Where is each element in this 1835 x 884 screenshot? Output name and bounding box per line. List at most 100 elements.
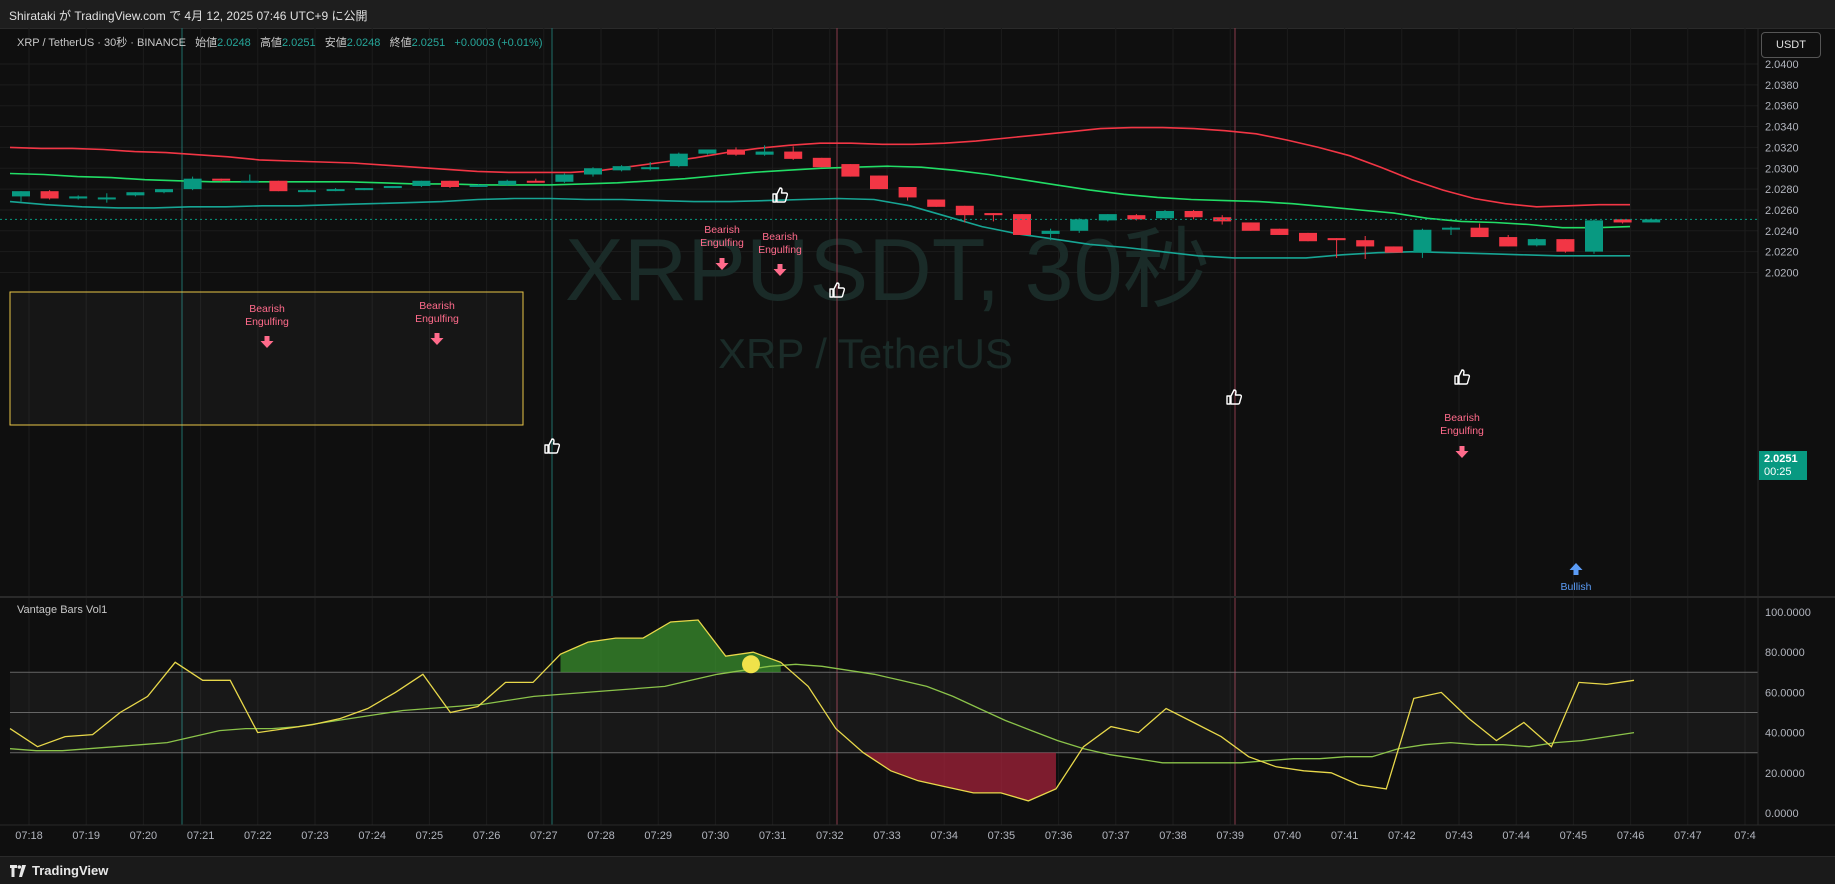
band-line (9, 126, 1630, 208)
price-tick-label: 2.0220 (1765, 247, 1799, 259)
candle-body (1098, 214, 1117, 221)
candle-body (870, 175, 888, 190)
price-chart[interactable]: XRPUSDT, 30秒 XRP / TetherUS BearishEngul… (0, 28, 1835, 855)
oscillator-slow-line (9, 663, 1635, 764)
change-value: +0.0003 (+0.01%) (454, 37, 543, 49)
price-tick-label: 2.0360 (1765, 101, 1799, 113)
candle-body (1356, 240, 1375, 247)
time-tick-label: 07:47 (1674, 830, 1702, 842)
candle-body (126, 192, 145, 196)
signal-markers: BearishEngulfingBearishEngulfingBearishE… (245, 187, 1592, 593)
candle-body (412, 180, 431, 186)
candle-body (240, 180, 259, 183)
currency-button[interactable]: USDT (1761, 32, 1821, 58)
candle-body (526, 180, 545, 183)
candle-body (669, 153, 688, 167)
watermark-description: XRP / TetherUS (718, 330, 1013, 377)
indicator-tick-label: 20.0000 (1765, 768, 1805, 780)
footer-bar: TradingView (0, 856, 1835, 884)
oversold-fill (863, 752, 1056, 801)
last-price: 2.0251 (1764, 453, 1798, 465)
time-axis[interactable]: 07:18 07:19 07:20 07:21 07:22 07:23 07:24 07:25… (0, 824, 1835, 842)
candle-body (183, 178, 202, 190)
indicator-axis[interactable]: 100.0000 80.0000 60.0000 40.0000 20.0000 0.00… (1765, 607, 1811, 820)
down-arrow-icon (773, 264, 787, 276)
high-label: 高値 (259, 37, 282, 49)
time-tick-label: 07:35 (988, 830, 1016, 842)
candle-body (641, 167, 660, 170)
symbol-name: XRP / TetherUS · 30秒 · BINANCE (17, 37, 186, 49)
candle-body (612, 166, 631, 171)
candle-body (40, 191, 59, 199)
candle-body (1241, 222, 1260, 231)
low-value: 2.0248 (346, 37, 381, 49)
time-tick-label: 07:18 (15, 830, 43, 842)
brand-name: TradingView (32, 863, 109, 878)
highlight-box (9, 291, 524, 426)
candle-body (1213, 217, 1232, 222)
close-label: 終値 (389, 37, 412, 49)
candle-body (1585, 220, 1603, 252)
time-tick-label: 07:33 (873, 830, 901, 842)
candle-body (955, 205, 974, 216)
thumbs-up-icon (1226, 389, 1243, 405)
candle-body (1499, 237, 1518, 247)
oscillator-pane (9, 619, 1758, 802)
price-tick-label: 2.0320 (1765, 142, 1799, 154)
time-tick-label: 07:38 (1159, 830, 1187, 842)
indicator-tick-label: 60.0000 (1765, 687, 1805, 699)
bearish-engulfing-label: Engulfing (700, 237, 744, 249)
band-line (9, 165, 1631, 229)
time-tick-label: 07:40 (1274, 830, 1302, 842)
time-tick-label: 07:19 (72, 830, 100, 842)
price-tick-label: 2.0380 (1765, 80, 1799, 92)
candle-body (1299, 232, 1317, 242)
candle-body (1613, 219, 1632, 223)
indicator-tick-label: 40.0000 (1765, 728, 1805, 740)
close-value: 2.0251 (411, 37, 446, 49)
candle-body (298, 190, 316, 193)
bearish-engulfing-label: Bearish (762, 231, 798, 243)
candle-body (1270, 228, 1289, 235)
candle-body (69, 196, 88, 199)
time-tick-label: 07:20 (130, 830, 158, 842)
time-tick-label: 07:34 (930, 830, 958, 842)
oscillator-fast-line (9, 619, 1635, 802)
candle-body (1184, 210, 1203, 218)
price-tick-label: 2.0280 (1765, 184, 1799, 196)
symbol-legend: XRP / TetherUS · 30秒 · BINANCE 始値2.0248 … (17, 34, 543, 50)
time-tick-label: 07:25 (416, 830, 444, 842)
price-tick-label: 2.0240 (1765, 226, 1799, 238)
candle-body (1070, 219, 1089, 231)
high-value: 2.0251 (281, 37, 316, 49)
time-tick-label: 07:24 (358, 830, 386, 842)
candle-body (1327, 238, 1346, 241)
bullish-engulfing-label: Bullish (1561, 581, 1592, 593)
time-tick-label: 07:36 (1045, 830, 1073, 842)
candle-body (155, 189, 173, 193)
grid-lines (0, 28, 1758, 825)
time-tick-label: 07:45 (1560, 830, 1588, 842)
candle-body (1556, 239, 1575, 252)
down-arrow-icon (260, 336, 274, 348)
session-lines (181, 28, 1236, 825)
bearish-engulfing-label: Bearish (419, 300, 455, 312)
open-label: 始値 (195, 37, 218, 49)
candle-body (755, 151, 774, 155)
candle-body (1041, 230, 1060, 234)
candle-body (898, 187, 917, 198)
thumbs-up-icon (829, 282, 846, 298)
bearish-engulfing-label: Engulfing (245, 316, 289, 328)
bearish-engulfing-label: Bearish (249, 303, 285, 315)
down-arrow-icon (430, 333, 444, 345)
candle-body (326, 189, 345, 192)
indicator-tick-label: 80.0000 (1765, 647, 1805, 659)
candle-body (1384, 246, 1403, 253)
price-axis[interactable]: 2.0400 2.0380 2.0360 2.0340 2.0320 2.0300 2.02… (0, 59, 1799, 280)
publish-bar: Shirataki が TradingView.com で 4月 12, 202… (0, 0, 1835, 29)
time-tick-label: 07:22 (244, 830, 272, 842)
time-tick-label: 07:28 (587, 830, 615, 842)
tradingview-brand[interactable]: TradingView (10, 863, 108, 878)
up-arrow-icon (1569, 563, 1583, 575)
bearish-engulfing-label: Bearish (704, 224, 740, 236)
